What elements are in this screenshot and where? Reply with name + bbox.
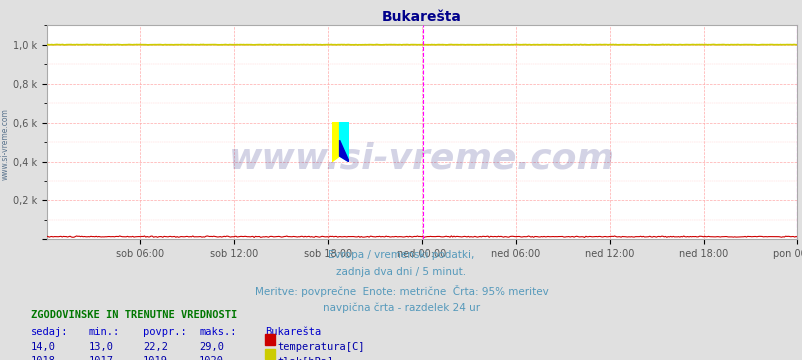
Text: 1019: 1019 bbox=[143, 356, 168, 360]
Text: 22,2: 22,2 bbox=[143, 342, 168, 352]
Polygon shape bbox=[339, 122, 349, 162]
Text: navpična črta - razdelek 24 ur: navpična črta - razdelek 24 ur bbox=[322, 302, 480, 312]
Text: 29,0: 29,0 bbox=[199, 342, 224, 352]
Polygon shape bbox=[331, 122, 339, 162]
Text: Bukarešta: Bukarešta bbox=[265, 327, 321, 337]
Text: ZGODOVINSKE IN TRENUTNE VREDNOSTI: ZGODOVINSKE IN TRENUTNE VREDNOSTI bbox=[30, 310, 237, 320]
Text: maks.:: maks.: bbox=[199, 327, 237, 337]
Text: povpr.:: povpr.: bbox=[143, 327, 186, 337]
Text: temperatura[C]: temperatura[C] bbox=[277, 342, 364, 352]
Title: Bukarešta: Bukarešta bbox=[382, 10, 461, 24]
Polygon shape bbox=[339, 140, 349, 162]
Text: 1017: 1017 bbox=[88, 356, 113, 360]
Text: 13,0: 13,0 bbox=[88, 342, 113, 352]
Text: www.si-vreme.com: www.si-vreme.com bbox=[1, 108, 10, 180]
Text: 1018: 1018 bbox=[30, 356, 55, 360]
Text: Evropa / vremenski podatki,: Evropa / vremenski podatki, bbox=[328, 250, 474, 260]
Text: min.:: min.: bbox=[88, 327, 119, 337]
Text: www.si-vreme.com: www.si-vreme.com bbox=[229, 141, 614, 175]
Text: zadnja dva dni / 5 minut.: zadnja dva dni / 5 minut. bbox=[336, 267, 466, 278]
Text: 14,0: 14,0 bbox=[30, 342, 55, 352]
Text: sedaj:: sedaj: bbox=[30, 327, 68, 337]
Text: tlak[hPa]: tlak[hPa] bbox=[277, 356, 333, 360]
Text: 1020: 1020 bbox=[199, 356, 224, 360]
Text: Meritve: povprečne  Enote: metrične  Črta: 95% meritev: Meritve: povprečne Enote: metrične Črta:… bbox=[254, 285, 548, 297]
